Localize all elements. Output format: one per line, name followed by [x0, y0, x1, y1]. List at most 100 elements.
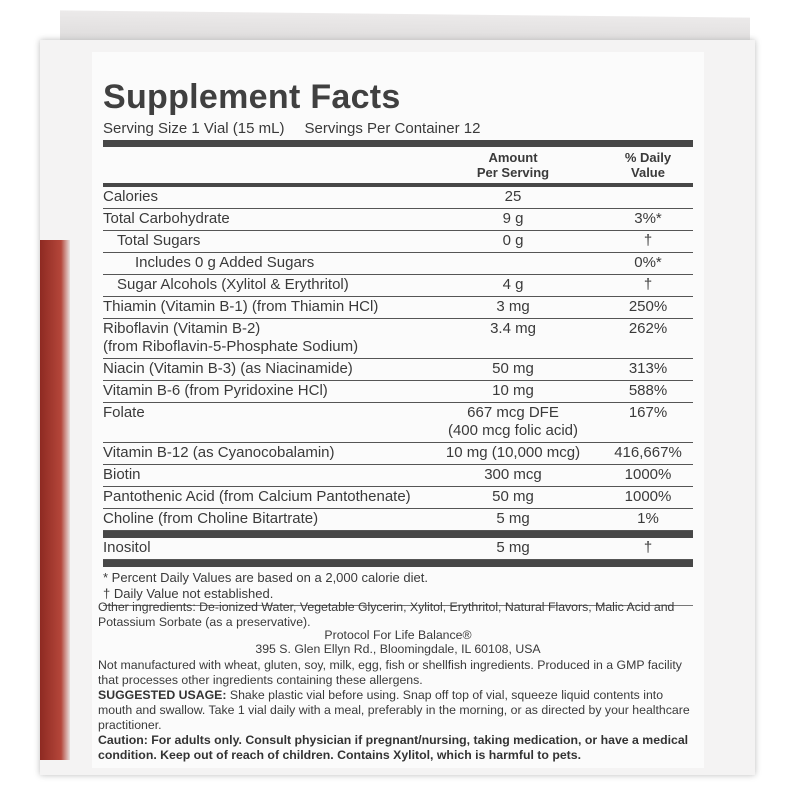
name-line: (from Riboflavin-5-Phosphate Sodium)	[103, 338, 359, 355]
name-line: Total Sugars	[117, 232, 201, 249]
header-line: Value	[631, 165, 665, 180]
nutrient-row: Folate 667 mcg DFE (400 mcg folic acid) 167…	[103, 403, 693, 443]
supplement-facts: Supplement Facts Serving Size 1 Vial (15…	[103, 78, 693, 606]
nutrient-name: Niacin (Vitamin B-3) (as Niacinamide)	[103, 360, 423, 378]
daily-value: †	[643, 232, 653, 249]
header: Amount Per Serving % Daily Value	[103, 147, 693, 183]
amount-line: 4 g	[502, 276, 524, 293]
nutrient-row: Thiamin (Vitamin B-1) (from Thiamin HCl)…	[103, 297, 693, 319]
name-line: Niacin (Vitamin B-3) (as Niacinamide)	[103, 360, 353, 377]
nutrient-row: Inositol 5 mg †	[103, 538, 693, 560]
serving-size: Serving Size 1 Vial (15 mL)	[103, 120, 285, 137]
name-line: Riboflavin (Vitamin B-2)	[103, 320, 261, 337]
daily-value: 1%	[637, 510, 659, 527]
usage-text: Shake plastic vial before using. Snap of…	[98, 688, 690, 732]
amount: 10 mg	[423, 382, 603, 400]
amount-line: 25	[504, 188, 522, 205]
nutrient-name: Biotin	[103, 466, 423, 484]
amount-line: 5 mg	[496, 539, 530, 556]
amount	[423, 254, 603, 272]
name-line: Vitamin B-12 (as Cyanocobalamin)	[103, 444, 335, 461]
name-line: Inositol	[103, 539, 151, 556]
amount: 9 g	[423, 210, 603, 228]
amount-line: 0 g	[502, 232, 524, 249]
footnote: † Daily Value not established.	[103, 586, 274, 601]
servings-per-container: Servings Per Container 12	[304, 120, 481, 137]
daily-value: †	[643, 276, 653, 293]
name-line: Total Carbohydrate	[103, 210, 230, 227]
nutrient-row: Total Carbohydrate 9 g 3%*	[103, 209, 693, 231]
name-line: Biotin	[103, 466, 141, 483]
nutrient-row: Pantothenic Acid (from Calcium Pantothen…	[103, 487, 693, 509]
daily-value: 167%	[628, 404, 668, 421]
amount: 50 mg	[423, 488, 603, 506]
amount-line: 667 mcg DFE	[467, 404, 559, 421]
nutrient-name: Vitamin B-6 (from Pyridoxine HCl)	[103, 382, 423, 400]
amount-line: (400 mcg folic acid)	[447, 422, 579, 439]
name-line: Pantothenic Acid (from Calcium Pantothen…	[103, 488, 411, 505]
nutrient-row: Riboflavin (Vitamin B-2) (from Riboflavin…	[103, 319, 693, 359]
rule	[103, 531, 693, 538]
amount-line: 5 mg	[496, 510, 530, 527]
amount: 667 mcg DFE (400 mcg folic acid)	[423, 404, 603, 440]
address: 395 S. Glen Ellyn Rd., Bloomingdale, IL …	[255, 642, 541, 656]
rule	[103, 183, 693, 187]
nutrient-row: Vitamin B-6 (from Pyridoxine HCl) 10 mg 58…	[103, 381, 693, 403]
dv-header: % Daily Value	[603, 150, 693, 180]
suggested-usage: SUGGESTED USAGE: Shake plastic vial befo…	[98, 688, 698, 733]
amount-line: 10 mg (10,000 mcg)	[445, 444, 581, 461]
header-line: Per Serving	[476, 165, 550, 180]
nutrient-row: Includes 0 g Added Sugars 0%*	[103, 253, 693, 275]
nutrient-name: Inositol	[103, 539, 423, 557]
footnote: * Percent Daily Values are based on a 2,…	[103, 570, 428, 585]
amount: 4 g	[423, 276, 603, 294]
nutrient-row: Sugar Alcohols (Xylitol & Erythritol) 4 g…	[103, 275, 693, 297]
nutrient-name: Riboflavin (Vitamin B-2) (from Riboflavin…	[103, 320, 423, 356]
nutrient-row: Niacin (Vitamin B-3) (as Niacinamide) 50 …	[103, 359, 693, 381]
header-line: Amount	[488, 150, 538, 165]
name-line: Thiamin (Vitamin B-1) (from Thiamin HCl)	[103, 298, 379, 315]
nutrient-name: Folate	[103, 404, 423, 440]
nutrient-name: Includes 0 g Added Sugars	[103, 254, 423, 272]
daily-value: 313%	[628, 360, 668, 377]
daily-value: 250%	[628, 298, 668, 315]
caution: Caution: For adults only. Consult physic…	[98, 733, 689, 762]
name-line: Calories	[103, 188, 159, 205]
amount: 300 mcg	[423, 466, 603, 484]
amount-line: 50 mg	[492, 488, 534, 505]
amount-header: Amount Per Serving	[423, 150, 603, 180]
amount-line: 3.4 mg	[490, 320, 536, 337]
nutrient-name: Choline (from Choline Bitartrate)	[103, 510, 423, 528]
amount: 25	[423, 188, 603, 206]
amount-line: 9 g	[502, 210, 524, 227]
name-line: Folate	[103, 404, 145, 421]
nutrient-name: Total Carbohydrate	[103, 210, 423, 228]
amount-line: 50 mg	[492, 360, 534, 377]
daily-value: 1000%	[624, 466, 672, 483]
daily-value: 3%*	[634, 210, 662, 227]
nutrient-name: Pantothenic Acid (from Calcium Pantothen…	[103, 488, 423, 506]
footnotes: * Percent Daily Values are based on a 2,…	[103, 567, 693, 606]
nutrient-row: Calories 25	[103, 187, 693, 209]
manufacturer: Protocol For Life Balance®	[324, 628, 472, 642]
nutrient-name: Thiamin (Vitamin B-1) (from Thiamin HCl)	[103, 298, 423, 316]
name-line: Vitamin B-6 (from Pyridoxine HCl)	[103, 382, 328, 399]
amount: 5 mg	[423, 510, 603, 528]
rule	[103, 560, 693, 567]
amount: 3 mg	[423, 298, 603, 316]
label	[92, 52, 704, 768]
red-panel	[40, 240, 70, 760]
nutrient-name: Total Sugars	[103, 232, 423, 250]
usage-label: SUGGESTED USAGE:	[98, 688, 227, 702]
nutrient-name: Vitamin B-12 (as Cyanocobalamin)	[103, 444, 423, 462]
amount: 3.4 mg	[423, 320, 603, 356]
nutrient-name: Sugar Alcohols (Xylitol & Erythritol)	[103, 276, 423, 294]
other-ingredients: Other ingredients: De-ionized Water, Veg…	[98, 600, 675, 629]
name-line: Includes 0 g Added Sugars	[135, 254, 315, 271]
allergen-statement: Not manufactured with wheat, gluten, soy…	[98, 658, 682, 687]
title: Supplement Facts	[103, 78, 401, 116]
amount: 10 mg (10,000 mcg)	[423, 444, 603, 462]
serving-info: Serving Size 1 Vial (15 mL) Servings Per…	[103, 120, 693, 140]
daily-value: 588%	[628, 382, 668, 399]
